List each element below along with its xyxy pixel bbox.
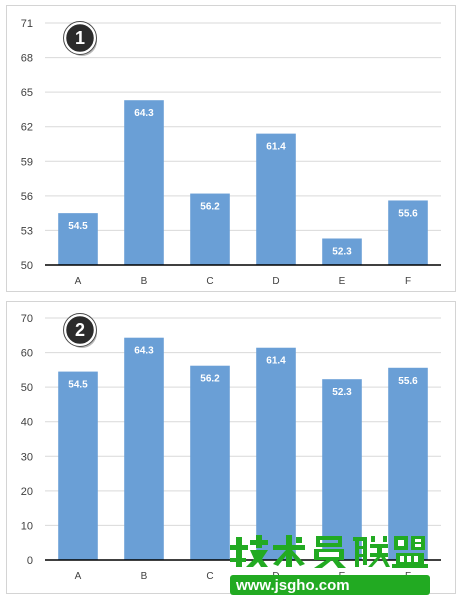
badge-ring bbox=[63, 21, 97, 55]
y-tick-label: 60 bbox=[21, 348, 33, 360]
bar-a bbox=[58, 371, 98, 560]
bar-d bbox=[256, 133, 296, 265]
x-tick-label: A bbox=[75, 571, 82, 582]
y-tick-label: 10 bbox=[21, 520, 33, 532]
data-label: 55.6 bbox=[398, 376, 418, 387]
data-label: 56.2 bbox=[200, 202, 220, 213]
bar-b bbox=[124, 100, 164, 265]
data-label: 61.4 bbox=[266, 356, 286, 367]
data-label: 52.3 bbox=[332, 246, 352, 257]
data-label: 64.3 bbox=[134, 346, 154, 357]
y-tick-label: 53 bbox=[21, 225, 33, 237]
y-tick-label: 20 bbox=[21, 486, 33, 498]
x-tick-label: B bbox=[141, 276, 148, 287]
x-tick-label: E bbox=[339, 276, 346, 287]
badge-number: 1 bbox=[75, 28, 85, 48]
y-tick-label: 68 bbox=[21, 53, 33, 65]
chart-panel-1: 50 53 56 59 62 65 68 71 54.5 A 64.3 B 56.2 C 61.4 D 52.3… bbox=[6, 5, 456, 292]
bar-f bbox=[388, 200, 428, 265]
data-label: 55.6 bbox=[398, 208, 418, 219]
x-tick-label: C bbox=[206, 571, 213, 582]
y-tick-label: 56 bbox=[21, 191, 33, 203]
x-tick-label: D bbox=[272, 276, 279, 287]
badge-circle bbox=[63, 21, 97, 55]
y-tick-label: 65 bbox=[21, 87, 33, 99]
x-tick-label: A bbox=[75, 276, 82, 287]
bar-f bbox=[388, 367, 428, 560]
data-label: 54.5 bbox=[68, 380, 88, 391]
bar-chart-2: 0 10 20 30 40 50 60 70 54.5 A 64.3 B 56.2 C 61.4 D 52.3 E… bbox=[21, 313, 441, 582]
y-tick-label: 40 bbox=[21, 417, 33, 429]
bar-c bbox=[190, 193, 230, 265]
y-tick-label: 62 bbox=[21, 122, 33, 134]
x-tick-label: B bbox=[141, 571, 148, 582]
y-tick-label: 50 bbox=[21, 260, 33, 272]
y-tick-label: 59 bbox=[21, 156, 33, 168]
x-tick-label: E bbox=[339, 571, 346, 582]
badge-number: 2 bbox=[75, 320, 85, 340]
x-tick-label: F bbox=[405, 276, 411, 287]
badge-circle bbox=[63, 313, 97, 347]
x-tick-label: D bbox=[272, 571, 279, 582]
y-tick-label: 30 bbox=[21, 451, 33, 463]
bar-d bbox=[256, 347, 296, 560]
bar-e bbox=[322, 379, 362, 560]
y-tick-label: 70 bbox=[21, 313, 33, 325]
data-label: 54.5 bbox=[68, 221, 88, 232]
y-tick-label: 0 bbox=[27, 555, 33, 567]
chart-panel-2: 0 10 20 30 40 50 60 70 54.5 A 64.3 B 56.2 C 61.4 D 52.3 E… bbox=[6, 301, 456, 594]
data-label: 56.2 bbox=[200, 374, 220, 385]
data-label: 61.4 bbox=[266, 142, 286, 153]
bar-a bbox=[58, 213, 98, 265]
data-label: 64.3 bbox=[134, 108, 154, 119]
y-tick-label: 71 bbox=[21, 18, 33, 30]
bar-c bbox=[190, 365, 230, 560]
bar-e bbox=[322, 238, 362, 265]
badge-ring bbox=[63, 313, 97, 347]
data-label: 52.3 bbox=[332, 387, 352, 398]
bar-b bbox=[124, 337, 164, 560]
x-tick-label: F bbox=[405, 571, 411, 582]
bar-chart-1: 50 53 56 59 62 65 68 71 54.5 A 64.3 B 56.2 C 61.4 D 52.3… bbox=[21, 18, 441, 287]
y-tick-label: 50 bbox=[21, 382, 33, 394]
x-tick-label: C bbox=[206, 276, 213, 287]
